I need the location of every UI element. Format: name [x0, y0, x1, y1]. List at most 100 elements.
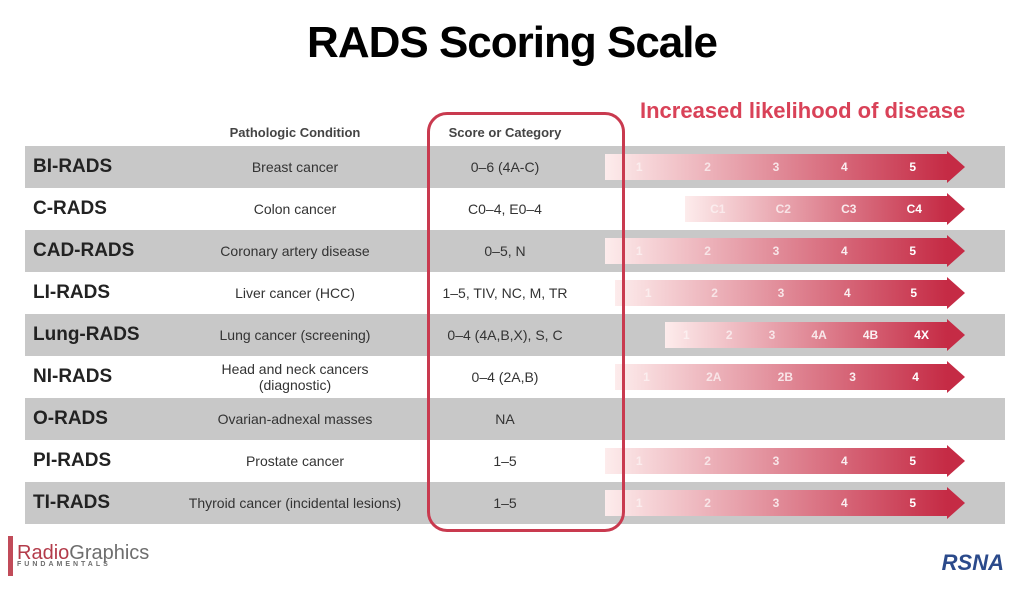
condition-cell: Head and neck cancers (diagnostic): [185, 361, 405, 393]
table-row: LI-RADSLiver cancer (HCC)1–5, TIV, NC, M…: [25, 272, 1005, 314]
arrow-cell: 1 2 3 4A 4B 4X: [605, 314, 1005, 356]
table-row: C-RADSColon cancerC0–4, E0–4C1C2C3C4: [25, 188, 1005, 230]
rads-name: O-RADS: [25, 408, 185, 430]
arrow-cell: 1 2 3 4 5: [605, 440, 1005, 482]
arrow-tick: 1: [636, 160, 643, 174]
score-cell: NA: [405, 411, 605, 427]
table-row: O-RADSOvarian-adnexal massesNA: [25, 398, 1005, 440]
arrow-cell: 1 2 3 4 5: [605, 272, 1005, 314]
arrow-tick: 2: [704, 496, 711, 510]
arrow-cell: 1 2 3 4 5: [605, 146, 1005, 188]
rads-name: CAD-RADS: [25, 240, 185, 262]
rads-name: NI-RADS: [25, 366, 185, 388]
score-cell: 1–5: [405, 495, 605, 511]
arrow-tip-icon: [947, 193, 965, 225]
arrow-tip-icon: [947, 151, 965, 183]
arrow-tick: 3: [769, 328, 776, 342]
arrow-tick: 2B: [778, 370, 793, 384]
arrow-tick: 1: [636, 244, 643, 258]
arrow-tick: C2: [776, 202, 791, 216]
arrow-tick: 1: [645, 286, 652, 300]
condition-cell: Colon cancer: [185, 201, 405, 217]
logo-subtext: FUNDAMENTALS: [17, 562, 149, 568]
condition-cell: Thyroid cancer (incidental lesions): [185, 495, 405, 511]
arrow-tick: 2: [704, 160, 711, 174]
table-row: BI-RADSBreast cancer0–6 (4A-C)12345: [25, 146, 1005, 188]
rads-name: C-RADS: [25, 198, 185, 220]
score-cell: 1–5: [405, 453, 605, 469]
arrow-tick: C3: [841, 202, 856, 216]
arrow-tick: 5: [910, 286, 917, 300]
header-score: Score or Category: [405, 118, 605, 146]
rads-table: Pathologic Condition Score or Category B…: [25, 118, 1005, 524]
arrow-tick: 5: [909, 244, 916, 258]
arrow-tick: 1: [683, 328, 690, 342]
arrow-tick: 1: [636, 454, 643, 468]
table-row: CAD-RADSCoronary artery disease0–5, N 1 2 3…: [25, 230, 1005, 272]
rads-name: BI-RADS: [25, 156, 185, 178]
header-row: Pathologic Condition Score or Category: [25, 118, 1005, 146]
header-condition: Pathologic Condition: [185, 118, 405, 146]
page-title: RADS Scoring Scale: [0, 18, 1024, 68]
arrow-tick: 3: [773, 454, 780, 468]
likelihood-arrow: 1 2 3 4 5: [605, 154, 965, 180]
score-cell: 0–6 (4A-C): [405, 159, 605, 175]
arrow-tick: C1: [710, 202, 725, 216]
arrow-tick: 2: [726, 328, 733, 342]
score-cell: 0–4 (2A,B): [405, 369, 605, 385]
rads-name: LI-RADS: [25, 282, 185, 304]
condition-cell: Lung cancer (screening): [185, 327, 405, 343]
arrow-tip-icon: [947, 235, 965, 267]
arrow-tick: 2: [704, 244, 711, 258]
arrow-tick: 3: [773, 244, 780, 258]
arrow-tip-icon: [947, 361, 965, 393]
table-row: NI-RADSHead and neck cancers (diagnostic…: [25, 356, 1005, 398]
arrow-cell: 12A2B34: [605, 356, 1005, 398]
rads-name: Lung-RADS: [25, 324, 185, 346]
arrow-tick: 3: [773, 160, 780, 174]
arrow-tick: 2: [704, 454, 711, 468]
arrow-tick: 3: [773, 496, 780, 510]
score-cell: 0–5, N: [405, 243, 605, 259]
arrow-tick: 4: [841, 496, 848, 510]
radiographics-logo: RadioGraphics FUNDAMENTALS: [8, 536, 149, 576]
arrow-tip-icon: [947, 445, 965, 477]
arrow-tick: 3: [778, 286, 785, 300]
condition-cell: Coronary artery disease: [185, 243, 405, 259]
condition-cell: Prostate cancer: [185, 453, 405, 469]
arrow-tick: 4A: [811, 328, 826, 342]
arrow-tick: 4B: [863, 328, 878, 342]
score-cell: 1–5, TIV, NC, M, TR: [405, 285, 605, 301]
arrow-tip-icon: [947, 319, 965, 351]
arrow-tick: 1: [643, 370, 650, 384]
arrow-tick: 4: [841, 454, 848, 468]
score-cell: 0–4 (4A,B,X), S, C: [405, 327, 605, 343]
arrow-cell: [605, 398, 1005, 440]
likelihood-arrow: 1 2 3 4A 4B 4X: [665, 322, 965, 348]
table-row: Lung-RADSLung cancer (screening)0–4 (4A,…: [25, 314, 1005, 356]
likelihood-arrow: 1 2 3 4 5: [605, 448, 965, 474]
arrow-tick: 4X: [914, 328, 929, 342]
likelihood-arrow: 1 2 3 4 5: [605, 490, 965, 516]
arrow-tick: 4: [912, 370, 919, 384]
arrow-tip-icon: [947, 487, 965, 519]
arrow-tick: 5: [909, 496, 916, 510]
arrow-tick: 4: [841, 244, 848, 258]
rads-name: PI-RADS: [25, 450, 185, 472]
arrow-tip-icon: [947, 277, 965, 309]
arrow-tick: 3: [849, 370, 856, 384]
arrow-cell: 1 2 3 4 5: [605, 482, 1005, 524]
condition-cell: Liver cancer (HCC): [185, 285, 405, 301]
arrow-tick: 1: [636, 496, 643, 510]
likelihood-arrow: 1 2 3 4 5: [615, 280, 965, 306]
arrow-tick: 4: [841, 160, 848, 174]
arrow-tick: 5: [909, 454, 916, 468]
arrow-tick: 4: [844, 286, 851, 300]
arrow-cell: 1 2 3 4 5: [605, 230, 1005, 272]
table-row: TI-RADSThyroid cancer (incidental lesion…: [25, 482, 1005, 524]
arrow-tick: 5: [909, 160, 916, 174]
arrow-cell: C1C2C3C4: [605, 188, 1005, 230]
arrow-tick: 2: [711, 286, 718, 300]
score-cell: C0–4, E0–4: [405, 201, 605, 217]
likelihood-arrow: C1C2C3C4: [685, 196, 965, 222]
